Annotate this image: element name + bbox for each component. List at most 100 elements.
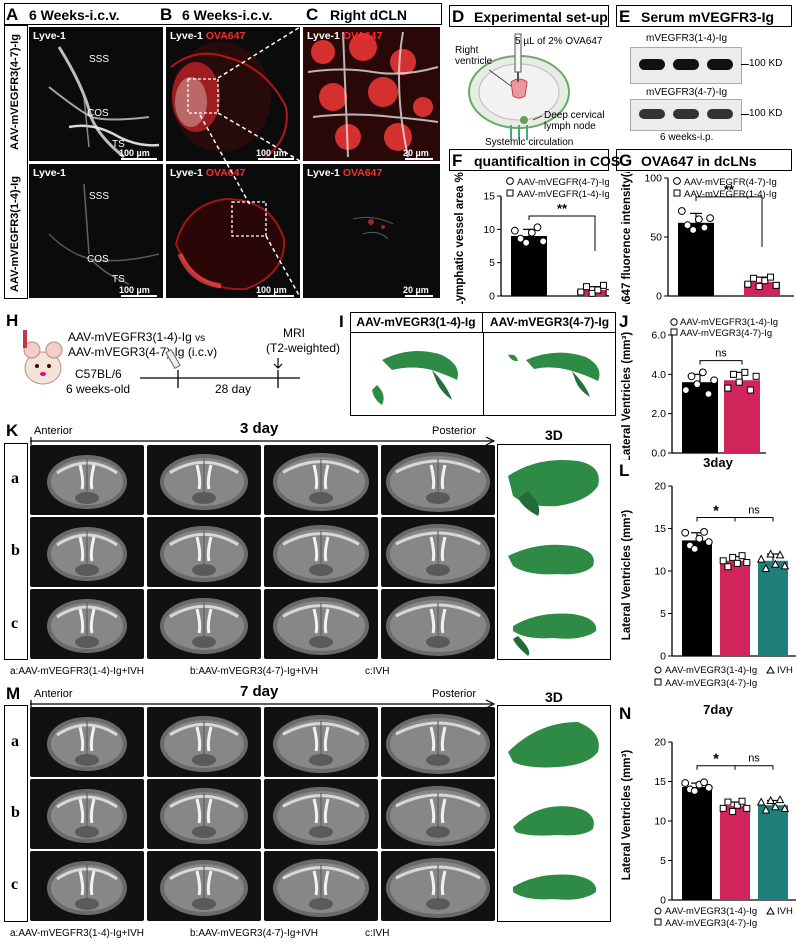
scale-bar [405, 295, 433, 297]
data-point [744, 280, 752, 288]
scale-bar-label: 20 µm [403, 148, 429, 158]
data-point [729, 808, 737, 816]
m-row-a: a [11, 733, 19, 750]
panel-g-title: OVA647 in dcLNs [641, 153, 757, 169]
y-tick-label: 0 [489, 291, 495, 303]
mri-section-image [381, 517, 495, 587]
k-posterior: Posterior [432, 425, 477, 437]
data-point [772, 281, 780, 289]
data-point [594, 286, 602, 294]
mri-section-image [147, 851, 261, 921]
dcln-overview-image [174, 197, 286, 291]
y-tick-label: 4.0 [651, 369, 666, 381]
k-row-c: c [11, 615, 19, 632]
scale-bar-label: 100 µm [119, 285, 150, 295]
m-3d-title: 3D [545, 689, 563, 705]
data-point [695, 534, 704, 543]
mri-section-image [147, 445, 261, 515]
data-point [719, 804, 727, 812]
data-point [733, 559, 741, 567]
bar [758, 560, 788, 656]
h-mri-2: (T2-weighted) [266, 341, 341, 355]
mri-section-image [264, 589, 378, 659]
panel-letter-l: L [619, 461, 630, 480]
ventricle-3d-left [372, 351, 458, 405]
data-point [729, 553, 737, 561]
panel-c-title: Right dCLN [330, 7, 407, 23]
h-mri: MRI [283, 326, 305, 340]
bar [720, 805, 750, 900]
legend-marker [654, 678, 662, 686]
data-point [756, 797, 766, 806]
data-point [746, 386, 754, 394]
data-point [741, 368, 749, 376]
bar [682, 540, 712, 656]
bar [724, 380, 760, 453]
y-tick-label: 20 [654, 481, 666, 493]
bar [758, 805, 788, 900]
data-point [738, 797, 746, 805]
legend-marker [506, 189, 514, 197]
label-cos: COS [87, 108, 109, 119]
mri-section-image [30, 445, 144, 515]
significance-bracket [734, 516, 774, 522]
m-arrow [30, 699, 496, 709]
data-point [761, 563, 771, 572]
data-point [690, 545, 699, 553]
h-days: 28 day [215, 382, 252, 396]
bar [511, 236, 547, 296]
scale-bar-label: 100 µm [256, 285, 287, 295]
data-point [771, 559, 780, 568]
ventricle-3d-right [508, 352, 600, 397]
significance-label: * [713, 502, 719, 519]
legend-entry: AAV-mVEGFR(1-4)-Ig [684, 189, 777, 200]
data-point [700, 223, 709, 232]
data-point [738, 552, 746, 560]
chart-g: 0 50 100 OVA647 fluorence intensity(/mm²) AA… [621, 172, 794, 304]
data-point [704, 783, 713, 792]
mri-section-image [30, 779, 144, 849]
data-point [577, 288, 585, 296]
mri-section-image [30, 589, 144, 659]
data-point [704, 390, 713, 398]
h-age: 6 weeks-old [66, 382, 131, 396]
panel-b-title: 6 Weeks-i.c.v. [182, 7, 273, 23]
label-sss: SSS [89, 54, 110, 65]
m-rowlabel-frame [4, 705, 28, 922]
data-point [681, 528, 690, 537]
zoom-guides [199, 26, 301, 298]
data-point [752, 372, 760, 380]
y-tick-label: 15 [654, 523, 666, 535]
k-day: 3 day [240, 420, 279, 437]
mri-section-image [381, 851, 495, 921]
legend-entry: AAV-mVEGFR(4-7)-Ig [684, 177, 777, 188]
y-tick-label: 20 [654, 737, 666, 749]
mri-section-image [147, 589, 261, 659]
legend-marker [673, 189, 681, 197]
panel-letter-m: M [6, 684, 21, 703]
blot-2-label: mVEGFR3(4-7)-Ig [646, 87, 728, 98]
label-ventricle-1: Right [455, 45, 479, 56]
data-point [761, 277, 769, 285]
label-sss: SSS [89, 191, 110, 202]
k-row-b: b [11, 542, 20, 559]
h-strain: C57BL/6 [75, 367, 122, 381]
data-point [510, 226, 519, 235]
scale-bar [258, 295, 294, 297]
legend-marker [654, 918, 662, 926]
m-caption-a: a:AAV-mVEGFR3(1-4)-Ig+IVH [10, 928, 145, 939]
data-point [704, 538, 713, 546]
data-point [724, 798, 732, 806]
mri-section-image [264, 517, 378, 587]
mri-section-image [381, 707, 495, 777]
chart-l: 0 5 10 15 20 Lateral Ventricles (mm³) 3day * ns A… [621, 455, 796, 689]
data-point [677, 207, 686, 215]
k-3d-frame [497, 444, 611, 660]
data-point [750, 274, 758, 282]
m-row-b: b [11, 804, 20, 821]
mri-section-image [147, 779, 261, 849]
data-point [780, 561, 790, 570]
m-day: 7 day [240, 683, 279, 700]
significance-label: ns [715, 348, 727, 360]
y-tick-label: 5 [660, 608, 666, 620]
